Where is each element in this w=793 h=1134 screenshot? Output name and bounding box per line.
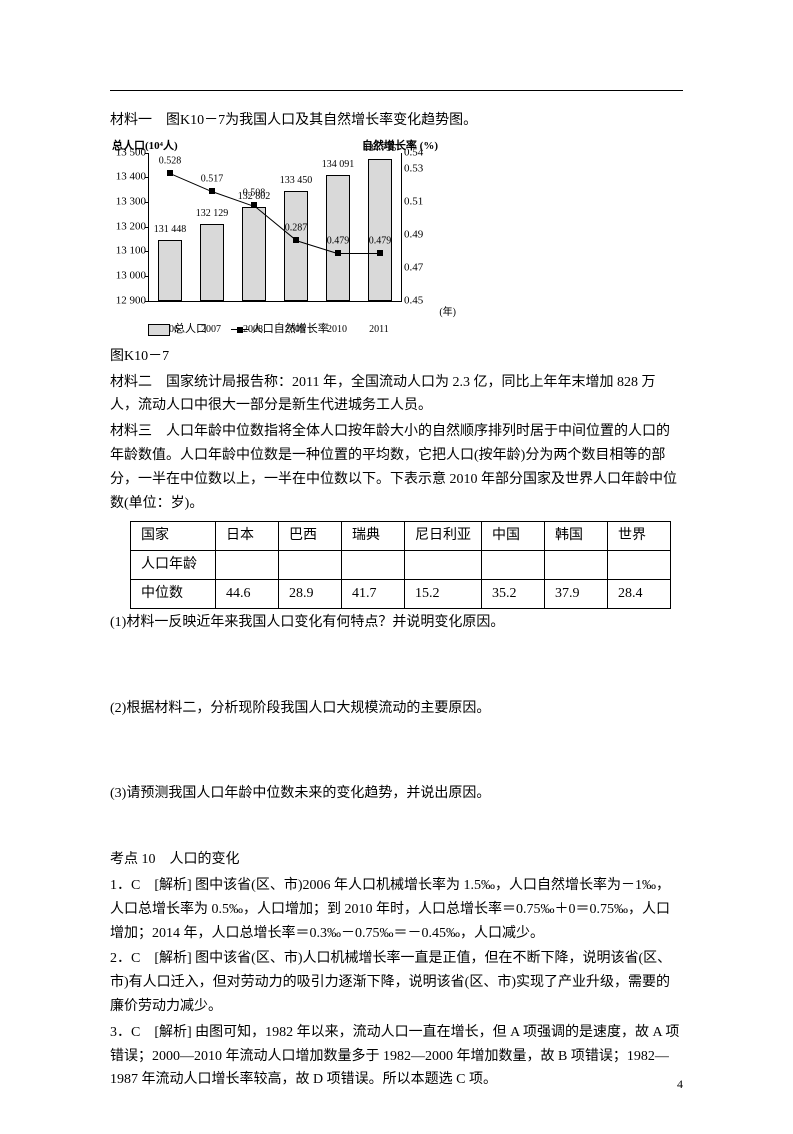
page-number: 4 [677, 1074, 683, 1094]
point-label: 0.508 [243, 185, 266, 202]
answer-1: 1．C [解析] 图中该省(区、市)2006 年人口机械增长率为 1.5‰，人口… [110, 874, 683, 945]
bar-label: 134 091 [318, 156, 358, 173]
table-header-cell: 韩国 [545, 522, 608, 551]
table-cell: 44.6 [216, 579, 279, 608]
table-label-row: 人口年龄 [131, 551, 671, 580]
chart-legend: 总人口 人口自然增长率 [148, 320, 329, 339]
table-row-label: 中位数 [131, 579, 216, 608]
question-1: (1)材料一反映近年来我国人口变化有何特点？并说明变化原因。 [110, 611, 683, 635]
question-2: (2)根据材料二，分析现阶段我国人口大规模流动的主要原因。 [110, 697, 683, 721]
chart-container: 总人口(10⁴人) 自然增长率 (%) 131 4480.528132 1290… [110, 139, 683, 339]
table-value-row: 中位数44.628.941.715.235.237.928.4 [131, 579, 671, 608]
y-right-tick: 0.53 [404, 160, 423, 179]
y-left-tick: 12 900 [110, 291, 146, 310]
plot-area: 131 4480.528132 1290.517132 8020.508133 … [148, 153, 402, 302]
table-cell: 37.9 [545, 579, 608, 608]
figure-caption: 图K10－7 [110, 345, 683, 369]
y-right-tick: 0.45 [404, 291, 423, 310]
bar [158, 240, 182, 300]
line-segment [338, 253, 380, 254]
y-left-tick: 13 500 [110, 143, 146, 162]
population-chart: 总人口(10⁴人) 自然增长率 (%) 131 4480.528132 1290… [110, 139, 440, 339]
y-left-tick: 13 100 [110, 242, 146, 261]
y-left-tick: 13 300 [110, 193, 146, 212]
table-header-row: 国家日本巴西瑞典尼日利亚中国韩国世界 [131, 522, 671, 551]
legend-pop: 总人口 [148, 320, 207, 339]
table-header-cell: 国家 [131, 522, 216, 551]
median-age-table: 国家日本巴西瑞典尼日利亚中国韩国世界 人口年龄 中位数44.628.941.71… [130, 521, 671, 608]
y-right-tick: 0.49 [404, 226, 423, 245]
point-label: 0.479 [327, 233, 350, 250]
table-header-cell: 尼日利亚 [405, 522, 482, 551]
table-header-cell: 世界 [608, 522, 671, 551]
row-label: 人口年龄 [131, 551, 216, 580]
table-cell: 28.4 [608, 579, 671, 608]
answer-2: 2．C [解析] 图中该省(区、市)人口机械增长率一直是正值，但在不断下降，说明… [110, 947, 683, 1018]
y-left-tick: 13 200 [110, 217, 146, 236]
bar [200, 224, 224, 301]
legend-line-icon [231, 329, 249, 330]
top-rule [110, 90, 683, 91]
question-3: (3)请预测我国人口年龄中位数未来的变化趋势，并说出原因。 [110, 782, 683, 806]
bar-label: 133 450 [276, 172, 316, 189]
y-left-tick: 13 000 [110, 267, 146, 286]
point-label: 0.479 [369, 233, 392, 250]
material2-text: 材料二 国家统计局报告称：2011 年，全国流动人口为 2.3 亿，同比上年年末… [110, 371, 683, 419]
legend-box-icon [148, 324, 170, 336]
table-cell: 28.9 [279, 579, 342, 608]
x-tick-label: 2011 [369, 321, 389, 338]
bar-label: 131 448 [150, 221, 190, 238]
bar [242, 207, 266, 301]
table-cell: 35.2 [482, 579, 545, 608]
y-right-tick: 0.47 [404, 259, 423, 278]
bar [284, 191, 308, 301]
table-header-cell: 巴西 [279, 522, 342, 551]
bar-label: 134 735 [360, 140, 400, 157]
table-header-cell: 中国 [482, 522, 545, 551]
legend-rate: 人口自然增长率 [231, 320, 329, 339]
y-left-tick: 13 400 [110, 168, 146, 187]
table-header-cell: 瑞典 [342, 522, 405, 551]
point-label: 0.528 [159, 152, 182, 169]
answer-3: 3．C [解析] 由图可知，1982 年以来，流动人口一直在增长，但 A 项强调… [110, 1021, 683, 1092]
bar [368, 159, 392, 300]
material1-intro: 材料一 图K10－7为我国人口及其自然增长率变化趋势图。 [110, 109, 683, 133]
x-axis-unit: (年) [439, 304, 456, 321]
table-cell: 15.2 [405, 579, 482, 608]
y-right-tick: 0.51 [404, 193, 423, 212]
x-tick-label: 2010 [327, 321, 347, 338]
material3-text: 材料三 人口年龄中位数指将全体人口按年龄大小的自然顺序排列时居于中间位置的人口的… [110, 420, 683, 515]
bar-label: 132 129 [192, 205, 232, 222]
table-cell: 41.7 [342, 579, 405, 608]
table-header-cell: 日本 [216, 522, 279, 551]
answers-heading: 考点 10 人口的变化 [110, 848, 683, 872]
point-label: 0.517 [201, 170, 224, 187]
